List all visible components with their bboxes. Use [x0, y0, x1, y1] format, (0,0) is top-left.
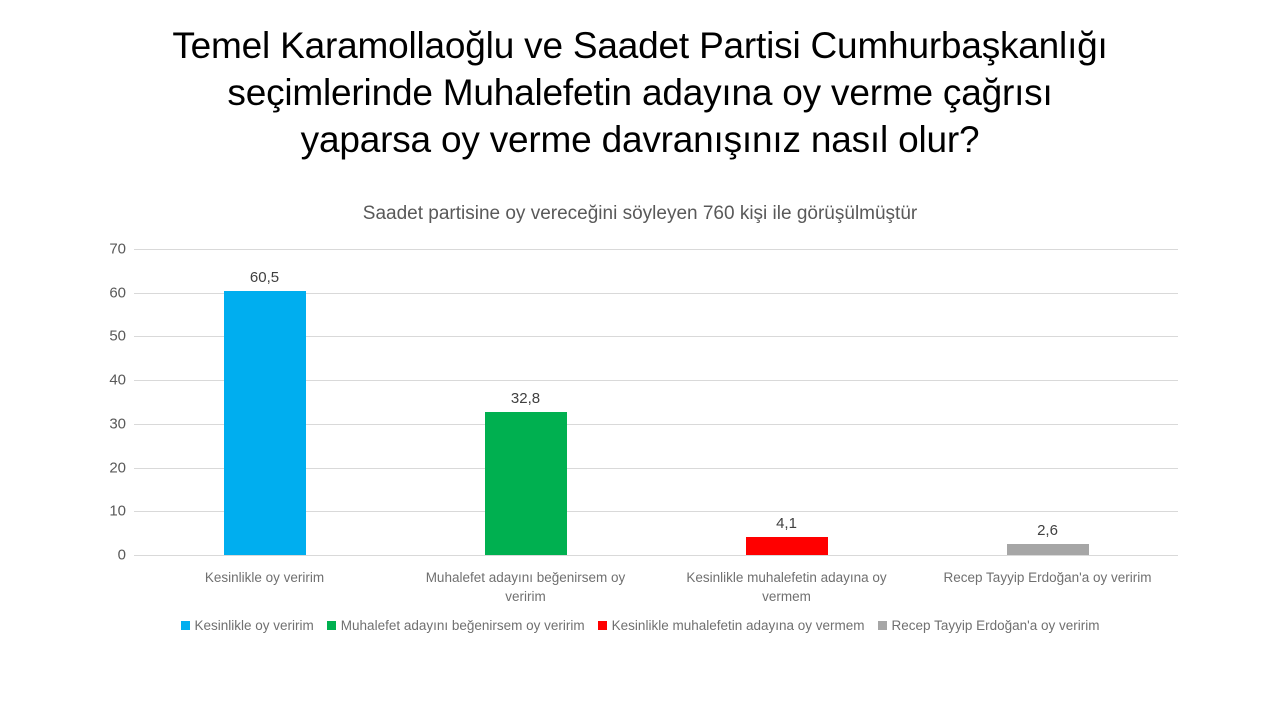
plot-area [134, 249, 1178, 556]
legend-item[interactable]: Muhalefet adayını beğenirsem oy veririm [326, 618, 585, 633]
gridline [134, 423, 1178, 425]
category-label-line: Kesinlikle oy veririm [204, 570, 325, 585]
chart-title: Temel Karamollaoğlu ve Saadet Partisi Cu… [172, 25, 1108, 160]
y-axis-tick-label: 20 [109, 459, 126, 477]
legend-item[interactable]: Kesinlikle oy veririm [180, 618, 314, 633]
category-label: Recep Tayyip Erdoğan'a oy veririm [924, 568, 1171, 587]
legend-item[interactable]: Kesinlikle muhalefetin adayına oy vermem [597, 618, 865, 633]
bar-3[interactable] [745, 537, 828, 555]
bar-4[interactable] [1006, 543, 1089, 555]
legend-item[interactable]: Recep Tayyip Erdoğan'a oy veririm [877, 618, 1100, 633]
chart-legend: Kesinlikle oy veririm Muhalefet adayını b… [0, 618, 1280, 633]
bar-value-label: 32,8 [510, 389, 541, 407]
category-label-line: Recep Tayyip Erdoğan'a oy veririm [943, 570, 1152, 585]
y-axis-tick-label: 50 [109, 327, 126, 345]
gridline [134, 380, 1178, 382]
legend-swatch-icon [326, 621, 336, 630]
bar-2[interactable] [484, 411, 567, 555]
legend-swatch-icon [597, 621, 607, 630]
y-axis-tick-label: 10 [109, 502, 126, 520]
bar-value-label: 60,5 [249, 268, 280, 286]
chart-subtitle: Saadet partisine oy vereceğini söyleyen … [362, 203, 918, 224]
bar-value-label: 2,6 [1037, 521, 1058, 539]
category-label-line: Kesinlikle muhalefetin adayına oy [686, 570, 887, 585]
legend-label: Recep Tayyip Erdoğan'a oy veririm [891, 618, 1100, 633]
legend-swatch-icon [877, 621, 887, 630]
gridline [134, 467, 1178, 469]
gridline [134, 336, 1178, 338]
y-axis-tick-label: 70 [109, 240, 126, 258]
legend-label: Kesinlikle oy veririm [194, 618, 314, 633]
gridline [134, 292, 1178, 294]
gridline [134, 555, 1178, 556]
category-label: Kesinlikle muhalefetin adayına oy vermem [663, 568, 910, 606]
legend-swatch-icon [180, 621, 190, 630]
legend-label: Kesinlikle muhalefetin adayına oy vermem [611, 618, 865, 633]
category-label-line: veririm [505, 589, 546, 604]
y-axis-tick-label: 40 [109, 371, 126, 389]
gridline [134, 511, 1178, 513]
bar-1[interactable] [223, 290, 306, 555]
legend-label: Muhalefet adayını beğenirsem oy veririm [340, 618, 585, 633]
category-label: Muhalefet adayını beğenirsem oy veririm [402, 568, 649, 606]
y-axis-tick-label: 0 [117, 546, 126, 564]
gridline [134, 249, 1178, 250]
y-axis-tick-label: 60 [109, 284, 126, 302]
bar-value-label: 4,1 [776, 515, 797, 533]
category-label-line: Muhalefet adayını beğenirsem oy [425, 570, 626, 585]
y-axis-tick-label: 30 [109, 415, 126, 433]
category-label: Kesinlikle oy veririm [141, 568, 388, 587]
category-label-line: vermem [762, 589, 811, 604]
